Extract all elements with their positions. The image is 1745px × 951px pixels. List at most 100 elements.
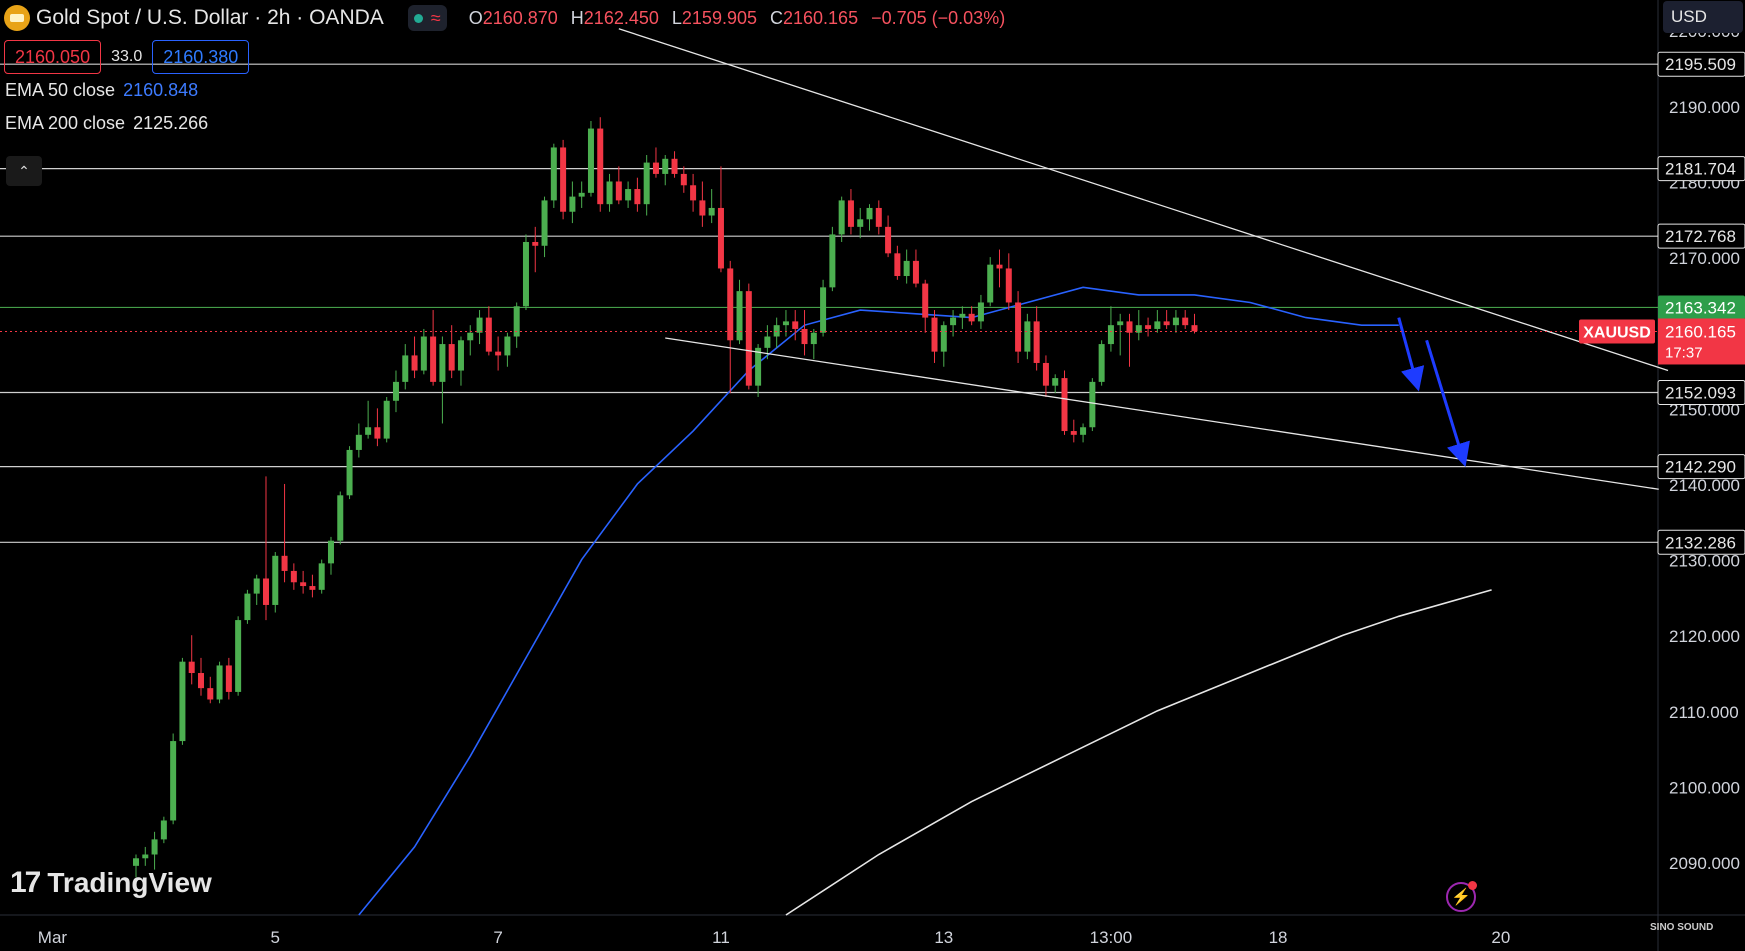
candle-body bbox=[931, 317, 938, 352]
candle-body bbox=[142, 854, 149, 859]
candle-body bbox=[346, 449, 353, 496]
ema200-label: EMA 200 close bbox=[5, 113, 126, 133]
candle-body bbox=[922, 283, 929, 318]
candle-body bbox=[485, 317, 492, 352]
candle-body bbox=[513, 306, 520, 337]
candle-body bbox=[1163, 321, 1170, 326]
candle-body bbox=[504, 336, 511, 356]
ohlc-low: 2159.905 bbox=[681, 7, 757, 28]
level-badge bbox=[1657, 529, 1745, 555]
candle-body bbox=[1191, 325, 1198, 332]
sell-button[interactable]: 2160.050 bbox=[4, 40, 102, 74]
candle-body bbox=[309, 586, 316, 590]
candle-body bbox=[643, 162, 650, 205]
candle-body bbox=[857, 219, 864, 227]
candle-body bbox=[420, 336, 427, 371]
candle-body bbox=[216, 665, 223, 700]
candle-body bbox=[262, 578, 269, 605]
corner-watermark: SINO SOUND bbox=[1650, 922, 1714, 933]
candle-body bbox=[875, 207, 882, 227]
candle-body bbox=[615, 181, 622, 201]
candle-body bbox=[662, 158, 669, 174]
candle-body bbox=[281, 555, 288, 571]
candle-body bbox=[745, 291, 752, 386]
x-tick-label: 5 bbox=[271, 928, 280, 947]
level-label: 2152.093 bbox=[1665, 384, 1736, 403]
level-badge bbox=[1657, 156, 1745, 182]
candle-body bbox=[170, 741, 177, 821]
y-tick-label: 2090.000 bbox=[1669, 854, 1740, 873]
currency-selector[interactable]: USD bbox=[1663, 1, 1743, 33]
y-tick-label: 2120.000 bbox=[1669, 627, 1740, 646]
buy-button[interactable]: 2160.380 bbox=[152, 40, 250, 74]
forecast-arrow bbox=[1425, 339, 1470, 468]
wave-icon: ≈ bbox=[430, 8, 441, 28]
candle-body bbox=[680, 173, 687, 186]
candle-body bbox=[522, 241, 529, 307]
candle-body bbox=[950, 317, 957, 326]
x-tick-label: 18 bbox=[1269, 928, 1288, 947]
level-label: 2172.768 bbox=[1665, 227, 1736, 246]
candle-body bbox=[337, 495, 344, 541]
market-status[interactable]: ≈ bbox=[407, 5, 447, 31]
market-open-dot-icon bbox=[413, 13, 423, 23]
candle-body bbox=[1117, 321, 1124, 326]
candle-body bbox=[430, 336, 437, 382]
tradingview-logo[interactable]: 17 TradingView bbox=[10, 866, 212, 899]
level-label: 2142.290 bbox=[1665, 458, 1736, 477]
candle-body bbox=[1182, 317, 1189, 326]
ema200-value: 2125.266 bbox=[133, 113, 209, 133]
candle-body bbox=[1145, 325, 1152, 329]
candle-body bbox=[671, 158, 678, 174]
collapse-legend-button[interactable]: ⌃ bbox=[6, 156, 42, 186]
level-label: 2181.704 bbox=[1665, 160, 1736, 179]
candle-body bbox=[365, 427, 372, 435]
candle-body bbox=[652, 162, 659, 174]
candle-body bbox=[476, 317, 483, 333]
candle-body bbox=[587, 128, 594, 193]
candle-body bbox=[532, 241, 539, 246]
candle-body bbox=[1005, 268, 1012, 303]
candle-body bbox=[959, 313, 966, 318]
x-tick-label: Mar bbox=[38, 928, 68, 947]
symbol-title[interactable]: Gold Spot / U.S. Dollar · 2h · OANDA bbox=[36, 6, 384, 29]
candle-body bbox=[207, 688, 214, 700]
flash-icon[interactable]: ⚡ bbox=[1446, 881, 1477, 912]
candle-body bbox=[133, 858, 139, 866]
trendline bbox=[665, 337, 1659, 490]
candle-body bbox=[1154, 321, 1161, 329]
level-label: 2132.286 bbox=[1665, 533, 1736, 552]
y-tick-label: 2190.000 bbox=[1669, 98, 1740, 117]
candle-body bbox=[235, 620, 242, 692]
candle-body bbox=[1126, 321, 1133, 333]
candle-body bbox=[355, 434, 362, 450]
y-tick-label: 2140.000 bbox=[1669, 476, 1740, 495]
candle-body bbox=[1098, 344, 1105, 382]
candle-body bbox=[383, 400, 390, 439]
level-badge bbox=[1657, 51, 1745, 77]
candle-body bbox=[699, 200, 706, 216]
candle-body bbox=[160, 820, 167, 840]
ema50-legend[interactable]: EMA 50 close 2160.848 bbox=[5, 80, 198, 101]
candle-body bbox=[253, 578, 260, 594]
symbol-tag: XAUUSD bbox=[1583, 324, 1651, 341]
candle-body bbox=[244, 593, 251, 621]
candle-body bbox=[1135, 325, 1142, 333]
level-badge bbox=[1657, 380, 1745, 406]
candle-body bbox=[392, 381, 399, 401]
candle-body bbox=[634, 189, 641, 205]
trendline bbox=[618, 28, 1669, 372]
spread-value: 33.0 bbox=[111, 48, 143, 65]
candle-body bbox=[1033, 321, 1040, 363]
candle-body bbox=[606, 181, 613, 205]
candle-body bbox=[717, 207, 724, 269]
candle-body bbox=[847, 200, 854, 227]
candle-body bbox=[829, 234, 836, 288]
candle-body bbox=[272, 555, 279, 605]
candle-body bbox=[773, 325, 780, 337]
candle-body bbox=[188, 661, 195, 674]
candle-body bbox=[1024, 321, 1031, 352]
ema200-legend[interactable]: EMA 200 close 2125.266 bbox=[5, 113, 208, 134]
forecast-arrow bbox=[1397, 317, 1425, 392]
